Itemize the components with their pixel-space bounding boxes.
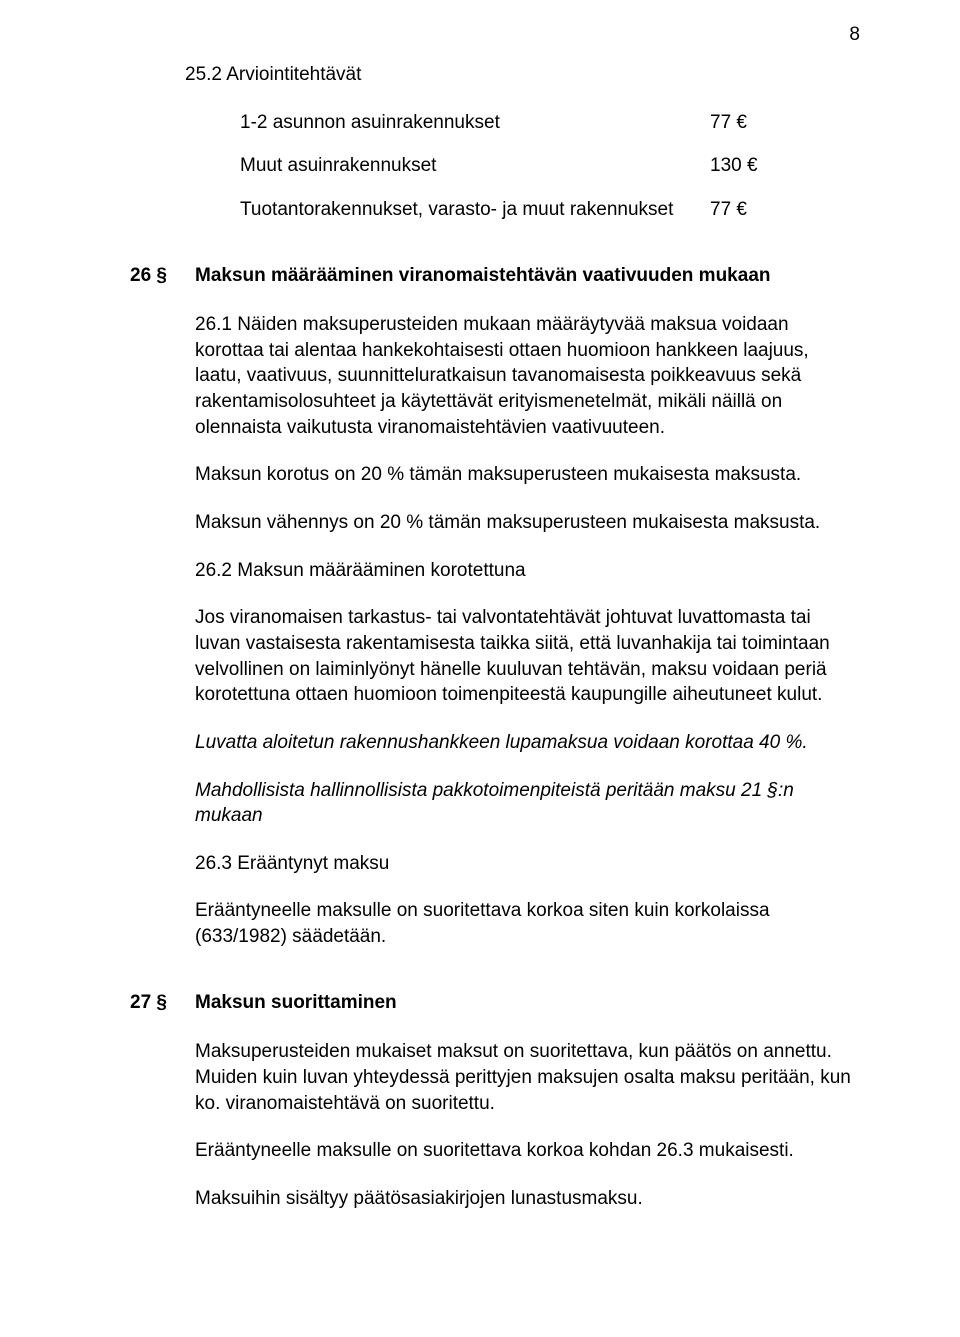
table-row: Muut asuinrakennukset 130 € (240, 153, 860, 179)
section-number: 26 § (130, 263, 195, 289)
fee-table: 1-2 asunnon asuinrakennukset 77 € Muut a… (240, 110, 860, 223)
paragraph: Maksuihin sisältyy päätösasiakirjojen lu… (195, 1186, 860, 1212)
paragraph-italic: Luvatta aloitetun rakennushankkeen lupam… (195, 730, 860, 756)
table-row: 1-2 asunnon asuinrakennukset 77 € (240, 110, 860, 136)
paragraph: 26.1 Näiden maksuperusteiden mukaan määr… (195, 312, 860, 440)
paragraph: Erääntyneelle maksulle on suoritettava k… (195, 898, 860, 949)
fee-value: 77 € (710, 110, 770, 136)
table-row: Tuotantorakennukset, varasto- ja muut ra… (240, 197, 860, 223)
paragraph: Maksuperusteiden mukaiset maksut on suor… (195, 1039, 860, 1116)
fee-label: Tuotantorakennukset, varasto- ja muut ra… (240, 197, 710, 223)
document-page: 8 25.2 Arviointitehtävät 1-2 asunnon asu… (0, 0, 960, 1337)
subsection-26-2-heading: 26.2 Maksun määrääminen korotettuna (195, 558, 860, 584)
paragraph-italic: Mahdollisista hallinnollisista pakkotoim… (195, 778, 860, 829)
paragraph: Erääntyneelle maksulle on suoritettava k… (195, 1138, 860, 1164)
section-25-2-heading: 25.2 Arviointitehtävät (185, 62, 860, 88)
fee-label: Muut asuinrakennukset (240, 153, 710, 179)
section-number: 27 § (130, 990, 195, 1016)
paragraph: Jos viranomaisen tarkastus- tai valvonta… (195, 605, 860, 708)
fee-value: 77 € (710, 197, 770, 223)
subsection-26-3-heading: 26.3 Erääntynyt maksu (195, 851, 860, 877)
paragraph: Maksun vähennys on 20 % tämän maksuperus… (195, 510, 860, 536)
page-number: 8 (849, 22, 860, 48)
fee-value: 130 € (710, 153, 770, 179)
section-title: Maksun määrääminen viranomaistehtävän va… (195, 263, 860, 289)
section-27-heading: 27 § Maksun suorittaminen (130, 990, 860, 1016)
section-26-heading: 26 § Maksun määrääminen viranomaistehtäv… (130, 263, 860, 289)
section-title: Maksun suorittaminen (195, 990, 860, 1016)
fee-label: 1-2 asunnon asuinrakennukset (240, 110, 710, 136)
paragraph: Maksun korotus on 20 % tämän maksuperust… (195, 462, 860, 488)
